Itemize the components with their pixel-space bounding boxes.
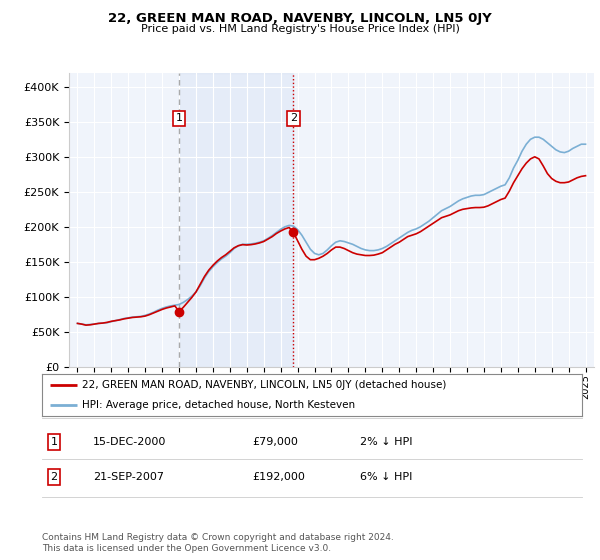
Text: 2: 2 (290, 113, 297, 123)
Text: 2% ↓ HPI: 2% ↓ HPI (360, 437, 413, 447)
Text: 22, GREEN MAN ROAD, NAVENBY, LINCOLN, LN5 0JY: 22, GREEN MAN ROAD, NAVENBY, LINCOLN, LN… (108, 12, 492, 25)
Text: 1: 1 (176, 113, 182, 123)
Text: £79,000: £79,000 (252, 437, 298, 447)
Bar (179, 73, 293, 367)
Text: Contains HM Land Registry data © Crown copyright and database right 2024.
This d: Contains HM Land Registry data © Crown c… (42, 533, 394, 553)
Text: 21-SEP-2007: 21-SEP-2007 (93, 472, 164, 482)
Text: 15-DEC-2000: 15-DEC-2000 (93, 437, 166, 447)
Text: HPI: Average price, detached house, North Kesteven: HPI: Average price, detached house, Nort… (83, 400, 356, 410)
Text: 2: 2 (50, 472, 58, 482)
Text: Price paid vs. HM Land Registry's House Price Index (HPI): Price paid vs. HM Land Registry's House … (140, 24, 460, 34)
Text: 6% ↓ HPI: 6% ↓ HPI (360, 472, 412, 482)
Text: 22, GREEN MAN ROAD, NAVENBY, LINCOLN, LN5 0JY (detached house): 22, GREEN MAN ROAD, NAVENBY, LINCOLN, LN… (83, 380, 447, 390)
Text: 1: 1 (50, 437, 58, 447)
Text: £192,000: £192,000 (252, 472, 305, 482)
